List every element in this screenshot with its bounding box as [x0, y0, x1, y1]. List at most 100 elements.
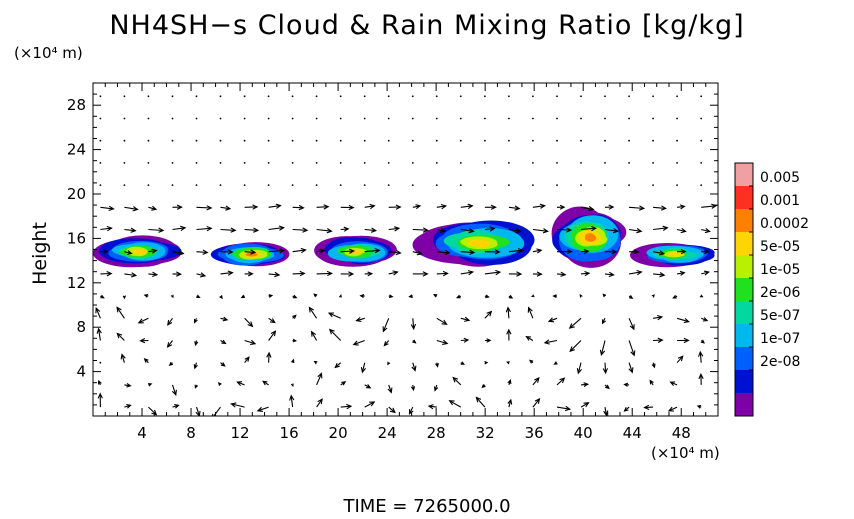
wind-arrow [696, 405, 702, 409]
wind-arrow [676, 184, 678, 187]
colorbar-label: 0.001 [760, 193, 800, 209]
wind-arrow [100, 225, 113, 232]
wind-arrow [387, 184, 390, 187]
wind-arrow [267, 162, 270, 164]
wind-arrow [292, 270, 306, 277]
colorbar-swatch [735, 301, 753, 325]
wind-arrow [124, 250, 133, 255]
wind-arrow [556, 271, 567, 277]
wind-arrow [268, 317, 276, 324]
wind-arrow [506, 361, 510, 365]
wind-arrow [456, 294, 462, 299]
wind-arrow [507, 378, 512, 386]
wind-arrow [292, 204, 305, 211]
x-tick-label: 12 [231, 424, 250, 442]
wind-arrow [436, 317, 448, 325]
wind-arrow [122, 295, 127, 300]
wind-arrow [652, 139, 654, 142]
y-unit-label: (×10⁴ m) [14, 44, 83, 62]
wind-arrow [602, 362, 609, 375]
x-tick-label: 28 [427, 424, 446, 442]
wind-arrow [339, 184, 342, 187]
wind-arrow [147, 139, 150, 142]
wind-arrow [460, 249, 476, 256]
wind-arrow [435, 362, 439, 368]
wind-arrow [316, 372, 323, 386]
wind-arrow [532, 95, 534, 98]
wind-arrow [148, 248, 158, 254]
wind-arrow [700, 95, 703, 98]
wind-arrow [220, 362, 226, 367]
wind-arrow [171, 162, 174, 164]
wind-arrow [359, 293, 365, 298]
wind-arrow [653, 225, 669, 231]
wind-arrow [677, 270, 686, 276]
wind-arrow [580, 162, 582, 164]
wind-arrow [603, 407, 609, 416]
wind-arrow [436, 203, 448, 210]
wind-arrow [628, 362, 634, 374]
wind-arrow [676, 317, 690, 324]
wind-arrow [195, 406, 201, 416]
wind-arrow [291, 162, 294, 164]
wind-arrow [529, 359, 534, 364]
wind-arrow [556, 184, 558, 187]
wind-arrow [339, 117, 342, 120]
wind-arrow [435, 162, 438, 164]
wind-arrow [484, 226, 496, 232]
wind-arrow [340, 226, 350, 232]
wind-arrow [436, 227, 446, 233]
x-unit-label: (×10⁴ m) [651, 444, 720, 462]
wind-arrow [243, 117, 246, 120]
colorbar-swatch [735, 255, 753, 279]
wind-arrow [292, 227, 309, 233]
wind-arrow [556, 227, 573, 233]
wind-arrow [388, 226, 401, 232]
y-tick-label: 8 [76, 318, 86, 336]
wind-arrow [460, 337, 470, 343]
wind-arrow [460, 361, 466, 365]
wind-arrow [701, 270, 710, 276]
wind-arrow [243, 95, 246, 98]
cloud-cell [412, 220, 535, 267]
wind-arrow [268, 330, 277, 341]
wind-arrow [411, 95, 414, 98]
wind-arrow [387, 162, 390, 164]
wind-arrow [364, 203, 376, 210]
wind-arrow [267, 95, 270, 98]
wind-arrow [701, 227, 711, 234]
x-tick-label: 48 [672, 424, 691, 442]
wind-arrow [388, 294, 394, 299]
wind-arrow [459, 117, 462, 120]
wind-arrow [460, 203, 474, 210]
wind-arrow [701, 249, 710, 255]
wind-arrow [556, 162, 558, 164]
wind-arrow [532, 184, 534, 187]
wind-arrow [211, 406, 221, 416]
wind-arrow [484, 95, 486, 98]
wind-arrow [653, 337, 664, 343]
wind-arrow [556, 95, 558, 98]
wind-arrow [168, 361, 174, 367]
wind-arrow [171, 139, 174, 142]
wind-arrow [604, 271, 615, 278]
wind-arrow [123, 95, 126, 98]
wind-arrow [623, 382, 630, 387]
wind-arrow [148, 227, 165, 233]
wind-arrow [484, 162, 486, 164]
wind-arrow [244, 249, 257, 255]
wind-arrow [484, 204, 497, 210]
wind-arrow [433, 384, 439, 392]
colorbar-swatch [735, 347, 753, 371]
wind-arrow [328, 328, 342, 341]
wind-arrow [604, 204, 615, 210]
wind-arrow [531, 294, 535, 298]
wind-arrow [219, 117, 222, 120]
wind-arrow [148, 383, 153, 387]
wind-arrow [628, 340, 636, 357]
wind-arrow [435, 95, 438, 98]
x-tick-label: 40 [574, 424, 593, 442]
wind-arrow [507, 398, 513, 408]
wind-arrow [576, 362, 583, 375]
wind-arrow [220, 270, 234, 276]
